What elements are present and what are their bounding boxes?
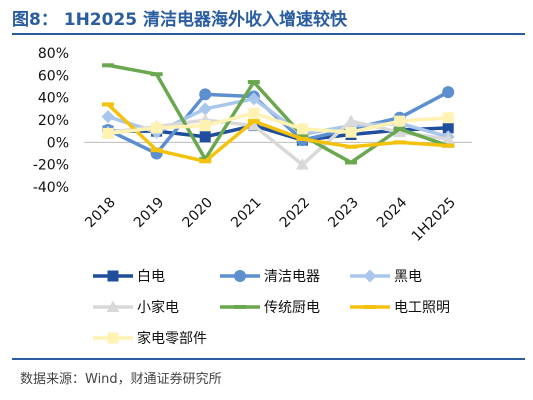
legend-item: 电工照明 (350, 300, 450, 316)
data-point (442, 86, 455, 99)
data-point (442, 143, 455, 148)
data-point (199, 120, 211, 132)
figure-title: 图8： 1H2025 清洁电器海外收入增速较快 (12, 10, 348, 30)
data-point (344, 114, 358, 127)
y-tick-label: 80% (38, 46, 69, 62)
series-line (107, 63, 449, 165)
series-7 (102, 107, 454, 139)
x-tick-label: 2022 (277, 195, 314, 232)
data-point (151, 122, 163, 134)
x-tick-label: 2018 (82, 195, 119, 232)
data-point (199, 159, 212, 164)
legend-label: 家电零部件 (137, 330, 207, 347)
data-point (102, 102, 114, 107)
y-tick-label: -40% (33, 180, 69, 196)
y-tick-label: -20% (33, 158, 69, 174)
series-line (107, 111, 449, 136)
data-point (102, 63, 114, 68)
data-point (102, 127, 114, 139)
data-point (345, 144, 357, 149)
data-point (150, 148, 163, 153)
legend-marker (107, 332, 119, 344)
data-point (393, 125, 407, 138)
legend-label: 白电 (137, 269, 165, 285)
legend-marker (234, 270, 246, 282)
legend-label: 小家电 (137, 299, 179, 316)
y-tick-label: 0% (47, 135, 69, 151)
legend-label: 黑电 (394, 269, 422, 285)
x-tick-label: 2023 (325, 195, 362, 232)
footer-rule (12, 358, 525, 360)
data-point (101, 110, 115, 124)
y-tick-label: 40% (38, 91, 69, 107)
data-point (296, 136, 309, 141)
data-point (198, 102, 212, 116)
legend-label: 清洁电器 (264, 269, 320, 285)
data-point (248, 107, 260, 119)
legend-marker (363, 269, 377, 283)
legend-item: 黑电 (350, 269, 422, 285)
legend-label: 传统厨电 (264, 300, 320, 316)
legend-item: 传统厨电 (220, 300, 320, 316)
data-point (393, 126, 406, 131)
data-point (295, 158, 309, 170)
data-point (394, 115, 406, 127)
data-point (199, 88, 212, 101)
y-tick-label: 60% (38, 68, 69, 84)
legend-label: 电工照明 (394, 300, 450, 316)
data-point (150, 72, 163, 77)
source-note: 数据来源：Wind，财通证券研究所 (20, 372, 222, 387)
data-point (199, 131, 211, 143)
legend-marker (106, 300, 120, 312)
legend-item: 白电 (93, 269, 165, 285)
data-point (345, 160, 357, 165)
data-point (296, 123, 308, 135)
x-tick-label: 1H2025 (409, 195, 459, 245)
x-tick-label: 2019 (131, 195, 168, 232)
data-point (296, 133, 309, 138)
data-point (247, 92, 261, 106)
data-point (247, 119, 261, 131)
data-point (442, 122, 454, 134)
series-line (106, 103, 449, 164)
legend-item: 清洁电器 (220, 269, 320, 285)
series-6 (102, 102, 455, 164)
x-tick-label: 2020 (180, 195, 217, 232)
data-point (345, 126, 357, 138)
line-chart: 80% 60% 40% 20% 0% -20% -40% 2018 2019 2020 2021 20… (33, 46, 473, 347)
legend-marker (234, 305, 246, 309)
title-rule (12, 33, 525, 35)
x-tick-label: 2021 (228, 195, 265, 232)
series-line (107, 118, 449, 167)
data-point (441, 132, 455, 144)
data-point (247, 80, 260, 85)
y-tick-label: 20% (38, 113, 69, 129)
data-point (393, 140, 406, 145)
legend-item: 小家电 (93, 299, 179, 316)
legend-item: 家电零部件 (93, 330, 207, 347)
legend-marker (107, 270, 119, 282)
data-point (247, 119, 260, 124)
data-point (442, 112, 454, 124)
x-tick-label: 2024 (374, 194, 411, 231)
legend-marker (364, 305, 376, 309)
